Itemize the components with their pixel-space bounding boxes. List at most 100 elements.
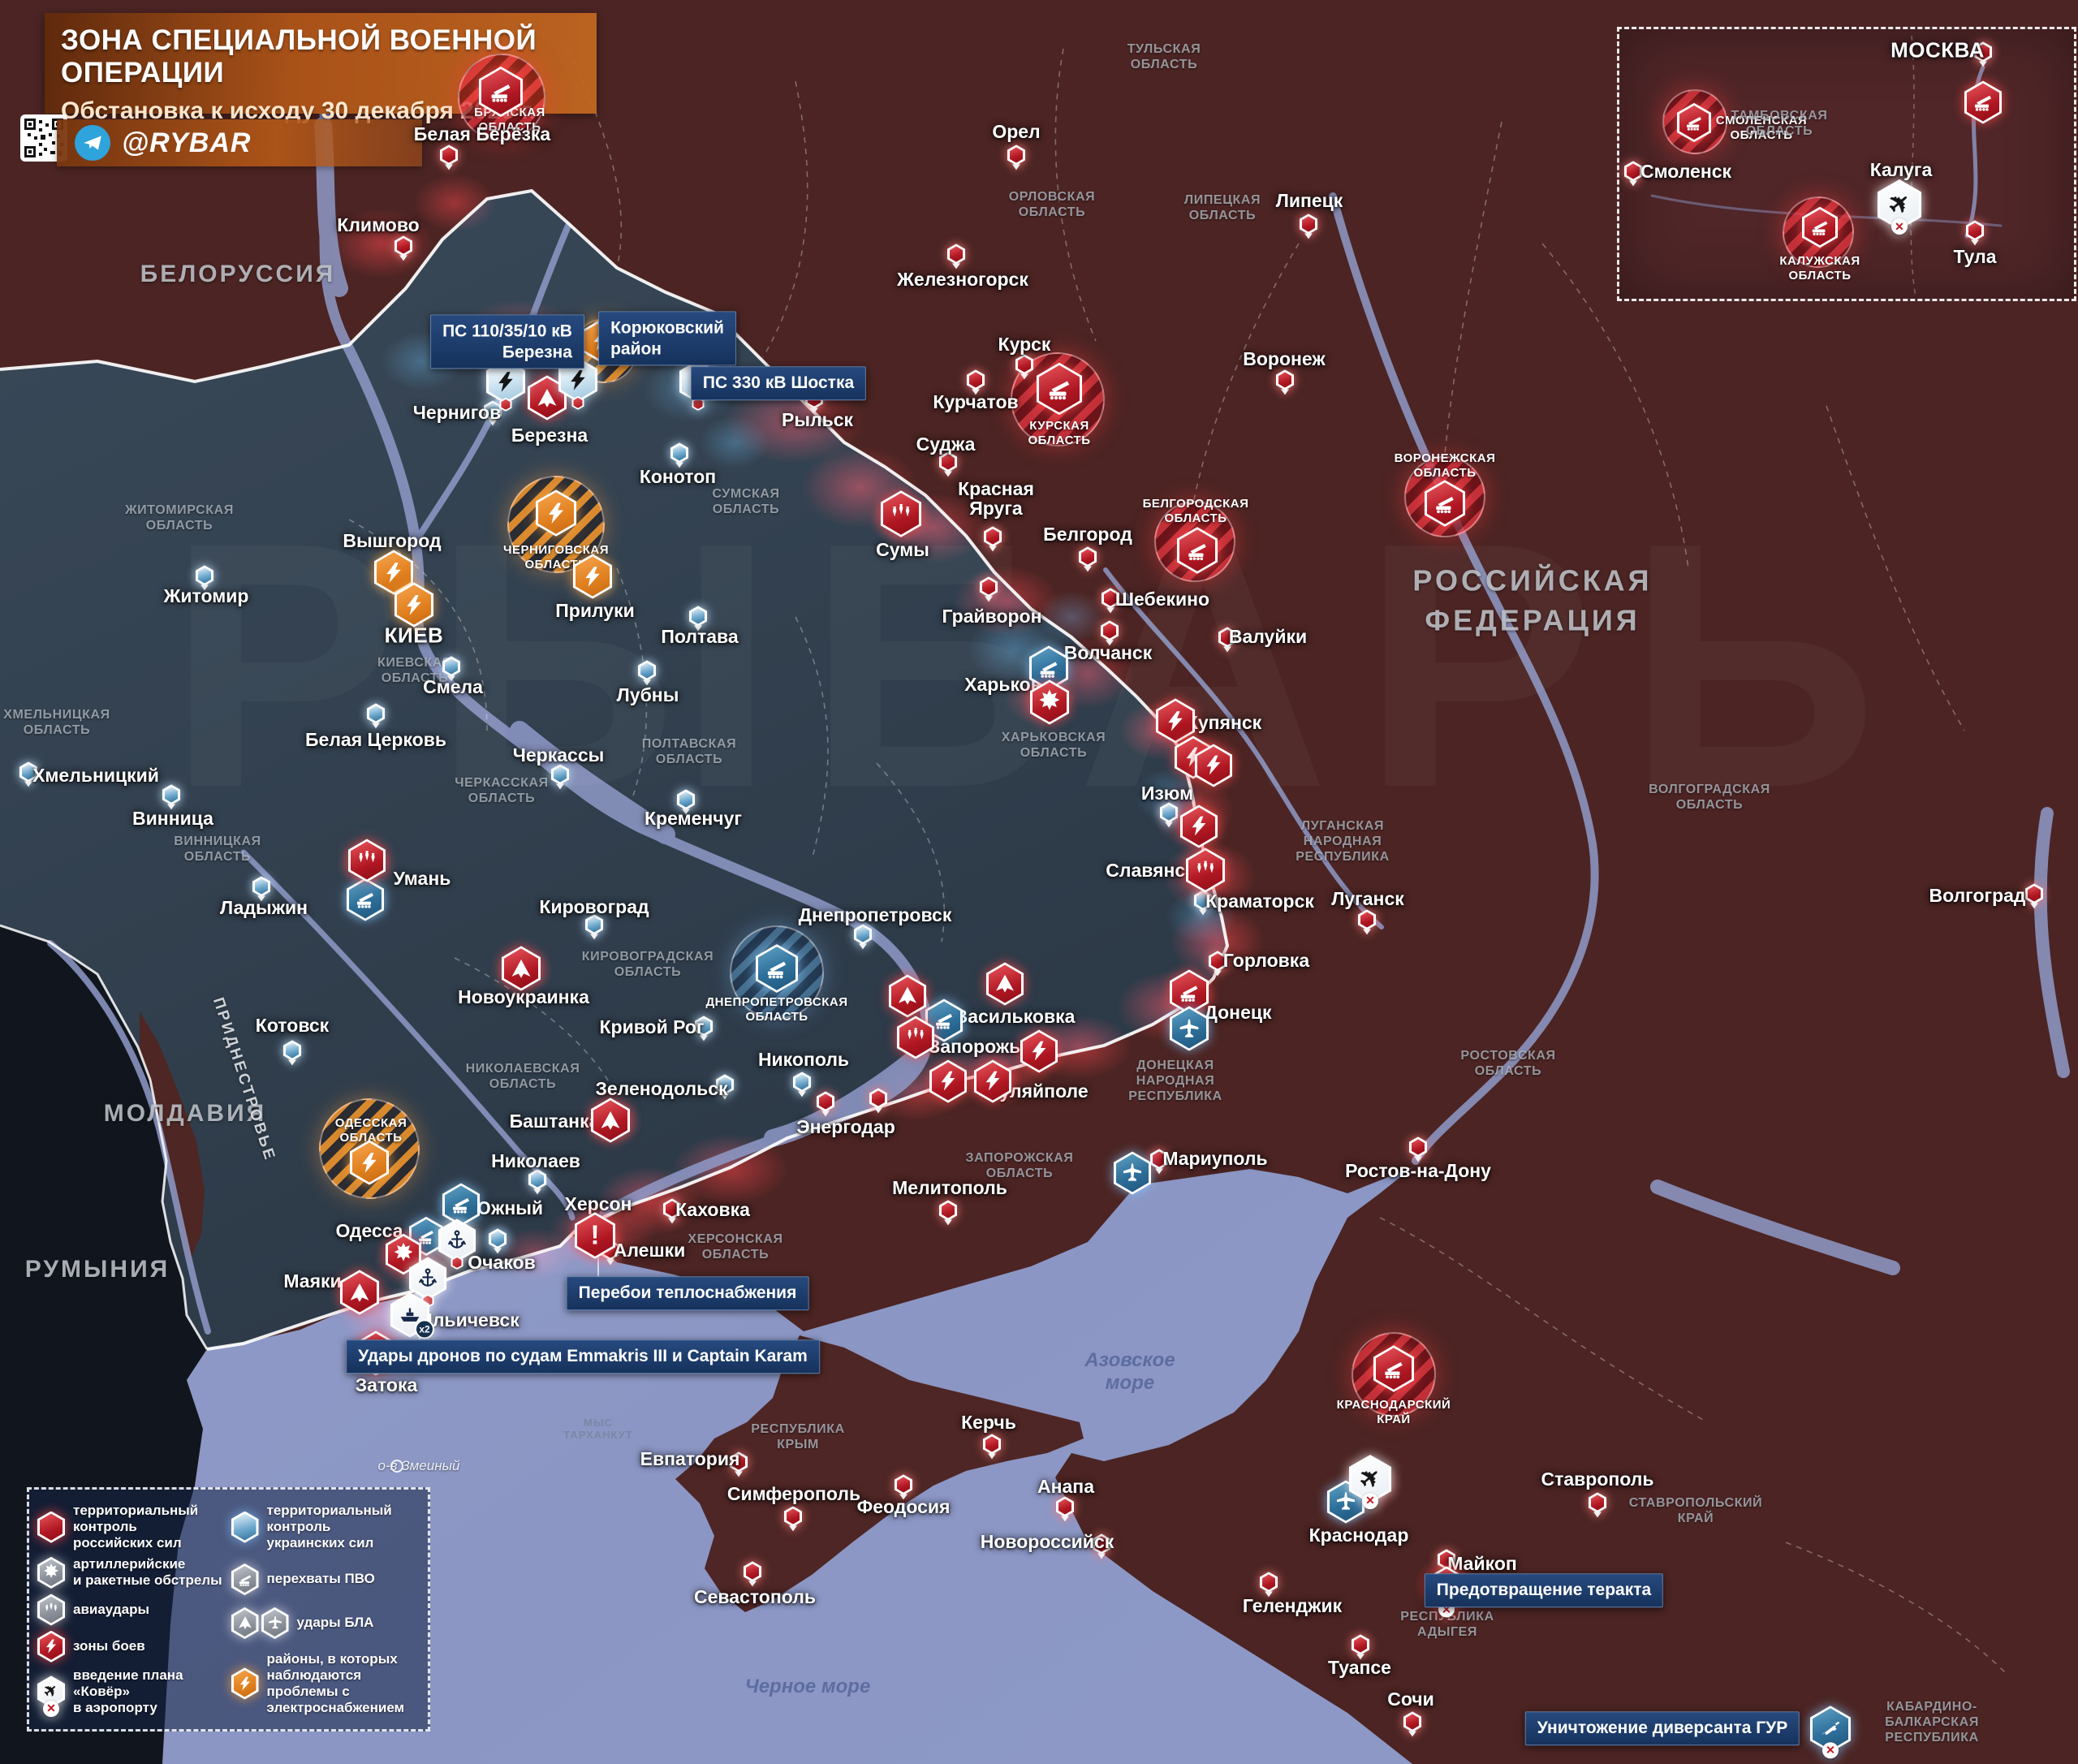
city-pin-russian[interactable] bbox=[1300, 213, 1317, 239]
city-pin-ukrainian[interactable] bbox=[162, 784, 180, 810]
airport-kovyor-plan-icon[interactable]: ✈ ✕ bbox=[1878, 179, 1921, 235]
warning-icon[interactable]: ! bbox=[575, 1212, 615, 1259]
city-pin-russian[interactable] bbox=[1352, 1634, 1369, 1660]
city-pin-russian[interactable] bbox=[1093, 1533, 1110, 1559]
city-pin-ukrainian[interactable] bbox=[252, 876, 270, 902]
city-pin-russian[interactable] bbox=[1966, 220, 1984, 246]
aa-intercept-icon[interactable] bbox=[1964, 80, 2002, 124]
combat-zone-icon[interactable] bbox=[1156, 698, 1195, 744]
city-pin-ukrainian[interactable] bbox=[716, 1074, 734, 1100]
city-pin-russian[interactable] bbox=[947, 244, 965, 270]
city-pin-ukrainian[interactable] bbox=[442, 656, 460, 682]
city-pin-ukrainian[interactable] bbox=[638, 660, 656, 686]
city-pin-russian[interactable] bbox=[663, 1198, 681, 1224]
city-pin-russian[interactable] bbox=[1276, 369, 1294, 395]
city-pin-russian[interactable] bbox=[939, 1200, 957, 1226]
artillery-shelling-icon[interactable]: ✸ bbox=[1030, 679, 1069, 725]
city-pin-ukrainian[interactable] bbox=[551, 764, 569, 790]
city-pin-russian[interactable] bbox=[1007, 144, 1025, 170]
airport-kovyor-plan-icon[interactable]: ✈ ✕ bbox=[1349, 1455, 1391, 1509]
city-pin-russian[interactable] bbox=[983, 1434, 1001, 1460]
combat-zone-icon[interactable] bbox=[1195, 744, 1232, 787]
city-pin-russian[interactable] bbox=[1358, 909, 1376, 935]
city-pin-ukrainian[interactable] bbox=[528, 1169, 546, 1195]
drone-strike-icon[interactable] bbox=[889, 974, 926, 1018]
city-pin-russian[interactable] bbox=[1015, 354, 1033, 380]
city-pin-russian[interactable] bbox=[1624, 161, 1642, 187]
city-pin-russian[interactable] bbox=[1403, 1711, 1421, 1737]
aa-intercept-icon[interactable] bbox=[1177, 527, 1218, 574]
city-pin-ukrainian[interactable] bbox=[793, 1072, 811, 1098]
city-pin-ukrainian[interactable] bbox=[1160, 802, 1178, 828]
aa-intercept-icon[interactable] bbox=[442, 1183, 480, 1227]
airstrike-icon[interactable] bbox=[897, 1016, 934, 1059]
city-pin-ukrainian[interactable] bbox=[677, 789, 695, 815]
event-callout[interactable]: Предотвращение теракта bbox=[1424, 1573, 1664, 1607]
power-problem-icon[interactable] bbox=[536, 490, 576, 537]
power-problem-icon[interactable] bbox=[350, 1140, 389, 1185]
event-callout[interactable]: Удары дронов по судам Emmakris III и Cap… bbox=[346, 1339, 820, 1374]
city-pin-russian[interactable] bbox=[1079, 546, 1097, 572]
city-pin-ukrainian[interactable] bbox=[695, 1016, 713, 1042]
aa-intercept-icon[interactable] bbox=[347, 878, 384, 921]
city-pin-ukrainian[interactable] bbox=[1194, 890, 1212, 916]
aa-intercept-icon[interactable] bbox=[1802, 206, 1838, 248]
power-problem-icon[interactable] bbox=[573, 554, 612, 599]
city-pin-ukrainian[interactable] bbox=[585, 914, 603, 940]
city-pin-russian[interactable] bbox=[967, 369, 985, 395]
aa-intercept-icon[interactable] bbox=[1425, 480, 1465, 527]
city-pin-russian[interactable] bbox=[939, 451, 957, 477]
city-pin-russian[interactable] bbox=[1589, 1492, 1606, 1518]
event-callout[interactable]: Корюковский район bbox=[598, 311, 736, 366]
airstrike-icon[interactable] bbox=[881, 490, 921, 537]
city-pin-russian[interactable] bbox=[744, 1561, 761, 1587]
port-strike-icon[interactable] bbox=[409, 1257, 446, 1309]
port-strike-icon[interactable] bbox=[438, 1218, 476, 1270]
aa-intercept-icon[interactable] bbox=[756, 944, 798, 993]
drone-strike-icon[interactable] bbox=[986, 962, 1024, 1006]
telegram-channel-badge[interactable]: @RYBAR bbox=[57, 119, 422, 166]
combat-zone-icon[interactable] bbox=[1020, 1029, 1058, 1073]
city-pin-russian[interactable] bbox=[1260, 1572, 1278, 1598]
city-pin-ukrainian[interactable] bbox=[689, 606, 707, 632]
city-pin-russian[interactable] bbox=[2025, 883, 2043, 909]
uav-strike-icon[interactable] bbox=[1170, 1006, 1209, 1051]
event-callout[interactable]: Уничтожение диверсанта ГУР bbox=[1524, 1711, 1800, 1745]
combat-zone-icon[interactable] bbox=[974, 1059, 1011, 1103]
uav-strike-icon[interactable] bbox=[1327, 1480, 1364, 1524]
city-pin-ukrainian[interactable] bbox=[283, 1040, 301, 1066]
city-pin-russian[interactable] bbox=[784, 1506, 802, 1532]
city-pin-russian[interactable] bbox=[1974, 41, 1992, 67]
city-pin-russian[interactable] bbox=[1150, 1149, 1168, 1175]
drone-strike-icon[interactable] bbox=[591, 1098, 630, 1143]
airstrike-icon[interactable] bbox=[348, 839, 386, 882]
city-pin-russian[interactable] bbox=[895, 1474, 912, 1500]
aa-intercept-icon[interactable] bbox=[1373, 1345, 1414, 1392]
event-callout[interactable]: ПС 110/35/10 кВ Березна bbox=[430, 314, 584, 369]
saboteur-eliminated-icon[interactable]: ✕ bbox=[1810, 1706, 1851, 1759]
aa-intercept-icon[interactable] bbox=[1677, 102, 1711, 143]
city-pin-russian[interactable] bbox=[394, 235, 412, 261]
city-pin-russian[interactable] bbox=[1218, 627, 1236, 653]
city-pin-russian[interactable] bbox=[1409, 1136, 1427, 1162]
city-pin-ukrainian[interactable] bbox=[670, 442, 688, 468]
city-pin-russian[interactable] bbox=[1102, 588, 1119, 614]
aa-intercept-icon[interactable] bbox=[925, 998, 963, 1042]
ship-strike-icon[interactable]: x2 bbox=[390, 1292, 434, 1339]
drone-strike-icon[interactable] bbox=[502, 946, 541, 991]
power-problem-icon[interactable] bbox=[394, 582, 433, 628]
event-callout[interactable]: ПС 330 кВ Шостка bbox=[690, 366, 867, 400]
city-pin-russian[interactable] bbox=[869, 1088, 887, 1114]
airstrike-icon[interactable] bbox=[1186, 847, 1225, 893]
combat-zone-icon[interactable] bbox=[929, 1059, 967, 1103]
city-pin-russian[interactable] bbox=[1209, 951, 1227, 977]
combat-zone-icon[interactable] bbox=[1180, 804, 1218, 848]
city-pin-russian[interactable] bbox=[1056, 1496, 1074, 1522]
city-pin-russian[interactable] bbox=[440, 144, 458, 170]
uav-strike-icon[interactable] bbox=[1114, 1151, 1151, 1195]
drone-strike-icon[interactable] bbox=[340, 1270, 379, 1315]
aa-intercept-icon[interactable] bbox=[1037, 362, 1082, 416]
aa-intercept-icon[interactable] bbox=[479, 66, 523, 118]
city-pin-russian[interactable] bbox=[730, 1451, 748, 1477]
city-pin-ukrainian[interactable] bbox=[196, 565, 213, 591]
